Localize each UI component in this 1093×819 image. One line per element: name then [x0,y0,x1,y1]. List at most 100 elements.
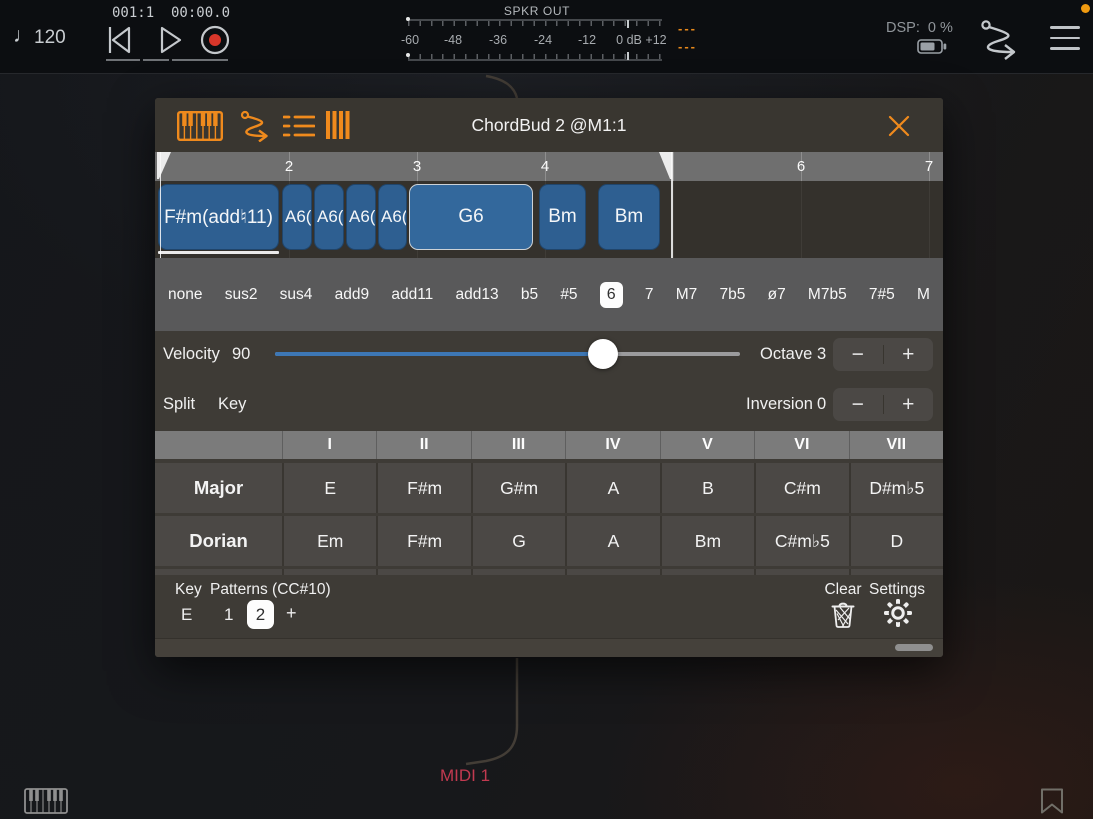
settings-label: Settings [868,581,926,598]
list-view-button[interactable] [283,113,315,139]
meter-scale-label: -12 [577,33,597,47]
pattern-button-2-selected[interactable]: 2 [247,600,274,629]
scale-name[interactable]: Major [193,477,244,498]
chord-block[interactable]: F#m(add♮11) [158,184,279,250]
chord-cell[interactable]: G [470,516,565,566]
tempo-value[interactable]: 120 [34,27,66,48]
split-button[interactable]: Split [163,395,196,413]
velocity-slider-thumb[interactable] [588,339,618,369]
transport-underline [106,59,140,61]
bar-number: 4 [540,158,550,175]
routing-mode-button[interactable] [978,18,1026,60]
bar-number: 3 [412,158,422,175]
quality-option[interactable]: sus4 [279,285,313,303]
quality-option[interactable]: sus2 [224,285,258,303]
keyboard-panel-button[interactable] [24,788,68,814]
quality-option[interactable]: 7#5 [868,285,895,303]
close-button[interactable] [888,115,910,137]
pattern-button-1[interactable]: 1 [224,605,234,624]
quality-option[interactable]: b5 [520,285,539,303]
chord-cell[interactable]: B [659,463,754,513]
quality-option[interactable]: add13 [455,285,499,303]
header-cell [155,431,282,459]
chord-block[interactable]: A6(♭ [282,184,312,250]
quality-option[interactable]: 7 [644,285,654,303]
meter-scale-label: -48 [443,33,463,47]
inversion-minus-button[interactable]: − [851,392,864,416]
chord-cell[interactable]: F#m [376,516,470,566]
trash-icon [831,602,855,628]
keyboard-icon [177,111,223,141]
chord-cell[interactable]: G#m [470,463,565,513]
menu-button[interactable] [1050,26,1080,50]
chord-cell[interactable]: A [565,516,659,566]
meter-ticks-top [408,21,662,26]
chord-quality-strip: none sus2 sus4 add9 add11 add13 b5 #5 6 … [155,258,943,331]
keyboard-icon [24,788,68,814]
bar-ruler[interactable]: 2 3 4 6 7 [155,152,943,181]
skip-to-start-button[interactable] [105,24,133,56]
chord-block[interactable]: Bm [598,184,660,250]
octave-minus-button[interactable]: − [851,342,864,366]
chord-timeline[interactable]: F#m(add♮11) A6(♭ A6(♭ A6(♭ A6(♭ G6 Bm Bm [155,181,943,258]
header-cell: VI [754,431,848,459]
meter-scale-label: +12 [645,33,667,47]
quality-option-selected[interactable]: 6 [599,281,623,308]
chord-block[interactable]: A6(♭ [346,184,376,250]
gear-icon [884,599,912,627]
chord-cell[interactable]: Bm [659,516,754,566]
quality-option[interactable]: M7 [675,285,698,303]
bar-number: 7 [924,158,934,175]
scale-row-major: Major E F#m G#m A B C#m D#m♭5 [155,463,943,513]
window-title: ChordBud 2 @M1:1 [471,115,627,135]
chordbud-plugin-window: ChordBud 2 @M1:1 2 3 4 6 7 [155,98,943,657]
transport-underline [172,59,228,61]
chord-cell[interactable]: Em [282,516,376,566]
quality-option[interactable]: M7b5 [807,285,847,303]
chord-cell[interactable]: C#m♭5 [754,516,848,566]
transport-underline [143,59,169,61]
quality-option[interactable]: #5 [560,285,578,303]
midi-node-label[interactable]: MIDI 1 [440,766,491,785]
record-button[interactable] [199,24,231,56]
chord-cell[interactable]: A [565,463,659,513]
inversion-plus-button[interactable]: + [902,392,915,416]
scale-name[interactable]: Dorian [189,530,248,551]
bookmark-button[interactable] [1040,788,1064,814]
flow-view-button[interactable] [239,110,275,142]
chord-block[interactable]: Bm [539,184,586,250]
quality-option[interactable]: M [917,285,930,303]
chord-block[interactable]: A6(♭ [314,184,344,250]
quality-option[interactable]: none [168,285,203,303]
loop-start-line [159,152,161,258]
octave-plus-button[interactable]: + [902,342,915,366]
key-button[interactable]: Key [218,395,247,413]
chord-block-selected[interactable]: G6 [409,184,533,250]
resize-handle[interactable] [895,644,933,651]
scale-degree-header-row: I II III IV V VI VII [155,431,943,459]
window-header: ChordBud 2 @M1:1 [155,98,943,152]
quality-option[interactable]: add9 [334,285,370,303]
inversion-value: 0 [817,395,827,413]
play-button[interactable] [158,24,184,56]
footer-key-value[interactable]: E [181,605,193,624]
chord-block[interactable]: A6(♭ [378,184,407,250]
bookmark-icon [1041,788,1063,814]
quality-option[interactable]: ø7 [767,285,786,303]
quality-option[interactable]: 7b5 [719,285,746,303]
columns-view-button[interactable] [326,111,350,139]
time-display[interactable]: 001:1 00:00.0 [112,5,231,21]
settings-button[interactable] [883,598,913,628]
chord-cell[interactable]: F#m [376,463,470,513]
quality-option[interactable]: add11 [391,285,434,303]
chord-cell[interactable]: D#m♭5 [848,463,943,513]
add-pattern-button[interactable]: + [286,603,297,623]
keyboard-view-button[interactable] [177,111,223,141]
loop-end-marker[interactable] [658,152,673,179]
chord-cell[interactable]: E [282,463,376,513]
chord-cell[interactable]: D [848,516,943,566]
clear-button[interactable] [831,600,855,628]
octave-value: 3 [817,345,827,363]
chord-cell[interactable]: C#m [754,463,848,513]
